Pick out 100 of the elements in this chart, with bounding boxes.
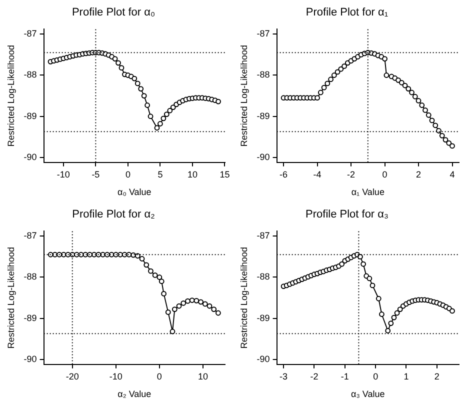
point: [170, 104, 176, 110]
point: [321, 84, 327, 90]
y-tick-label: -87: [24, 28, 37, 39]
chart-title: Profile Plot for α₀: [72, 6, 156, 19]
point: [358, 254, 363, 260]
y-tick-label: -90: [24, 354, 37, 364]
x-tick-label: 15: [220, 169, 230, 180]
x-tick-label: 10: [198, 371, 208, 382]
point: [172, 306, 178, 312]
y-tick-label: -90: [256, 152, 270, 162]
point: [384, 72, 390, 78]
x-tick-label: -3: [280, 371, 288, 382]
point: [426, 112, 432, 118]
point: [318, 90, 324, 96]
y-tick-label: -87: [24, 230, 37, 241]
y-tick-label: -88: [24, 70, 37, 80]
y-tick-label: -90: [24, 152, 37, 162]
chart-title: Profile Plot for α₁: [306, 6, 388, 19]
point: [118, 65, 124, 71]
point: [450, 143, 455, 149]
point: [409, 90, 414, 96]
point: [419, 102, 425, 108]
point: [185, 298, 190, 304]
point: [216, 98, 221, 104]
point: [370, 282, 376, 288]
y-tick-label: -87: [256, 230, 270, 241]
point: [148, 114, 154, 120]
x-tick-label: 2: [416, 169, 422, 180]
point: [416, 98, 422, 104]
point: [391, 314, 397, 320]
point: [324, 80, 330, 86]
point: [394, 310, 400, 316]
point: [397, 306, 403, 312]
y-axis-title: Restricted Log-Likelihood: [238, 247, 249, 349]
y-tick-label: -88: [256, 272, 270, 282]
point: [189, 298, 195, 303]
point: [388, 320, 394, 326]
point: [132, 76, 138, 82]
point: [194, 298, 200, 304]
y-axis-title: Restricted Log-Likelihood: [6, 247, 16, 349]
x-tick-label: 0: [373, 371, 378, 382]
x-tick-label: -2: [347, 169, 356, 180]
x-tick-label: -20: [66, 371, 79, 382]
point: [198, 299, 204, 305]
y-tick-label: -88: [24, 272, 37, 282]
y-tick-label: -88: [256, 70, 270, 80]
point: [211, 306, 217, 312]
point: [158, 121, 163, 126]
y-axis-title: Restricted Log-Likelihood: [6, 45, 16, 147]
point: [134, 80, 140, 86]
point: [439, 132, 445, 138]
x-tick-label: -2: [310, 371, 318, 382]
point: [314, 95, 320, 101]
x-tick-label: 0: [156, 371, 162, 382]
x-tick-label: 4: [450, 169, 455, 180]
point: [202, 301, 208, 307]
point: [139, 256, 145, 262]
y-tick-label: -89: [256, 312, 270, 323]
x-tick-label: -1: [340, 371, 349, 382]
point: [422, 107, 428, 113]
point: [154, 125, 160, 131]
point: [396, 77, 401, 83]
chart-title: Profile Plot for α₃: [306, 208, 388, 221]
point: [144, 262, 150, 268]
x-tick-label: 5: [158, 169, 163, 180]
point: [331, 72, 337, 78]
point: [446, 140, 452, 146]
point: [334, 69, 340, 75]
point: [442, 137, 448, 142]
point: [412, 94, 418, 100]
y-tick-label: -89: [24, 312, 37, 323]
point: [382, 56, 388, 62]
point: [170, 328, 176, 334]
point: [450, 308, 455, 314]
x-tick-label: 1: [404, 371, 409, 382]
point: [432, 122, 438, 128]
point: [436, 128, 442, 134]
point: [328, 76, 334, 82]
point: [379, 312, 384, 317]
x-axis-title: α₀ Value: [118, 187, 152, 198]
point: [164, 112, 170, 117]
point: [398, 80, 404, 86]
y-axis-title: Restricted Log-Likelihood: [238, 45, 249, 147]
point: [112, 56, 118, 62]
point: [141, 93, 147, 98]
x-axis-title: α₁ Value: [351, 187, 384, 198]
point: [206, 303, 212, 309]
point: [144, 102, 150, 108]
point: [360, 261, 366, 267]
x-tick-label: -10: [109, 371, 122, 382]
x-axis-title: α₃ Value: [351, 389, 385, 400]
x-tick-label: 0: [125, 169, 130, 180]
point: [160, 116, 166, 122]
point: [167, 108, 173, 114]
y-tick-label: -89: [24, 110, 37, 121]
point: [176, 303, 182, 309]
point: [180, 300, 186, 306]
chart-title: Profile Plot for α₂: [72, 208, 155, 221]
point: [156, 274, 162, 280]
point: [366, 276, 372, 282]
